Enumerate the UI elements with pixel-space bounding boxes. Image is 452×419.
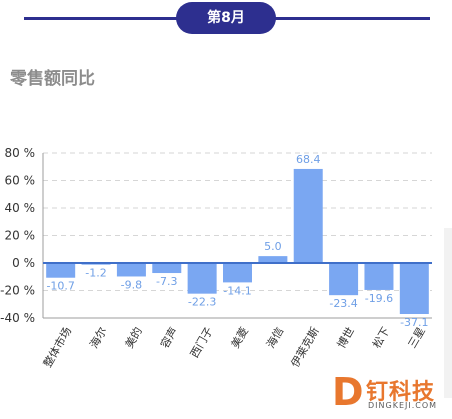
page-edge-scrollbar [444, 228, 452, 398]
watermark-logo: D 钉科技 DINGKEJI.COM [332, 372, 448, 414]
watermark-domain: DINGKEJI.COM [368, 401, 438, 410]
data-label: -7.3 [156, 275, 177, 288]
x-tick-label: 容声 [157, 325, 180, 351]
data-label: -23.4 [329, 297, 357, 310]
watermark-letter: D [332, 370, 364, 414]
x-tick-label: 美菱 [229, 325, 251, 351]
y-tick-label: 40 % [5, 201, 36, 215]
bar [223, 263, 252, 283]
bar [116, 263, 146, 277]
data-label: 5.0 [264, 240, 282, 253]
data-label: -1.2 [85, 267, 106, 280]
y-tick-label: -40 % [0, 311, 35, 325]
y-tick-label: -20 % [0, 284, 35, 298]
bar [258, 256, 288, 263]
x-tick-label: 伊莱克斯 [288, 325, 321, 370]
x-tick-label: 西门子 [187, 325, 216, 361]
data-label: -22.3 [188, 296, 216, 309]
y-tick-label: 80 % [5, 146, 36, 160]
y-tick-label: 60 % [5, 174, 36, 188]
bar [187, 263, 217, 294]
bar [46, 263, 76, 278]
bar [152, 263, 182, 274]
data-label: -19.6 [365, 292, 393, 305]
data-label: -9.8 [121, 278, 142, 291]
data-label: -14.1 [223, 284, 251, 297]
data-label: -37.1 [400, 316, 428, 329]
bar [293, 168, 323, 263]
x-tick-label: 整体市场 [40, 325, 74, 370]
data-label: 68.4 [296, 153, 321, 166]
bar [399, 263, 429, 315]
x-tick-label: 松下 [369, 325, 392, 351]
bar [329, 263, 359, 296]
y-tick-label: 20 % [5, 229, 36, 243]
watermark-name: 钉科技 [366, 380, 436, 405]
data-label: -10.7 [46, 280, 74, 293]
x-tick-label: 博世 [335, 325, 357, 351]
month-badge: 第8月 [176, 2, 276, 34]
x-tick-label: 美的 [122, 325, 145, 351]
x-tick-label: 海尔 [86, 325, 109, 351]
bar [364, 263, 394, 290]
chart-title: 零售额同比 [10, 69, 95, 89]
x-tick-label: 海信 [263, 325, 286, 351]
y-tick-label: 0 % [12, 256, 35, 270]
